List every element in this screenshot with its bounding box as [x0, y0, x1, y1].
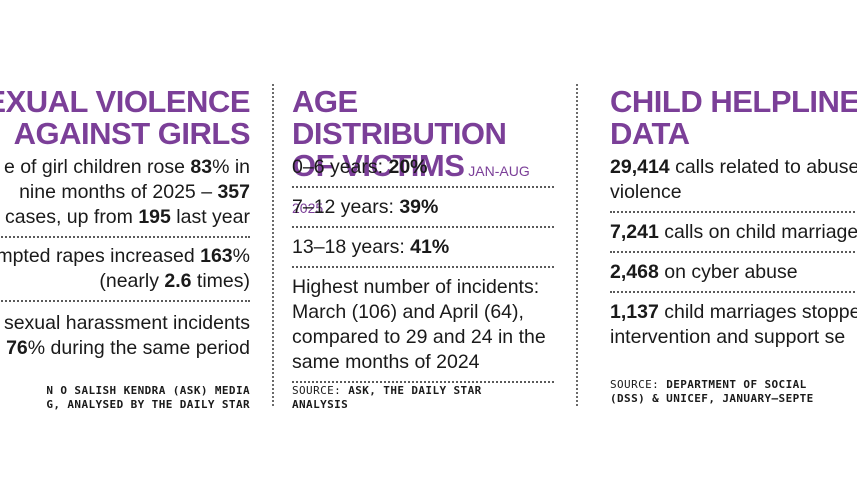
- col3-heading-line1: CHILD HELPLINE 109: [610, 86, 857, 118]
- column-sexual-violence: N SEXUAL VIOLENCE AGAINST GIRLS e of gir…: [0, 0, 250, 482]
- column-divider: [272, 84, 274, 406]
- col1-source: N O SALISH KENDRA (ASK) MEDIA G, ANALYSE…: [0, 384, 250, 412]
- col1-heading-line2: AGAINST GIRLS: [0, 118, 250, 150]
- helpline-row-child-marriage: 7,241 calls on child marriage: [610, 220, 857, 253]
- helpline-row-cyber-abuse: 2,468 on cyber abuse: [610, 260, 857, 293]
- col1-item-harassment: sexual harassment incidents 76% during t…: [0, 311, 250, 361]
- column-age-distribution: AGE DISTRIBUTION OF VICTIMS JAN-AUG 2025…: [292, 0, 554, 482]
- col1-heading-line1: N SEXUAL VIOLENCE: [0, 86, 250, 118]
- col3-heading-line2: DATA: [610, 118, 857, 150]
- helpline-row-abuse: 29,414 calls related to abuse violence: [610, 155, 857, 213]
- highest-incidents-note: Highest number of incidents: March (106)…: [292, 275, 554, 383]
- age-row-7-12: 7–12 years: 39%: [292, 195, 554, 228]
- col1-heading: N SEXUAL VIOLENCE AGAINST GIRLS: [0, 86, 250, 150]
- col3-source: SOURCE: DEPARTMENT OF SOCIAL (DSS) & UNI…: [610, 378, 857, 406]
- helpline-row-marriages-stopped: 1,137 child marriages stopped interventi…: [610, 300, 857, 350]
- age-row-13-18: 13–18 years: 41%: [292, 235, 554, 268]
- age-row-0-6: 0–6 years: 20%: [292, 155, 554, 188]
- col1-item-girl-children: e of girl children rose 83% in nine mont…: [0, 155, 250, 238]
- column-divider: [576, 84, 578, 406]
- col3-heading: CHILD HELPLINE 109 DATA: [610, 86, 857, 150]
- col2-heading-line1: AGE DISTRIBUTION: [292, 86, 554, 150]
- column-child-helpline: CHILD HELPLINE 109 DATA 29,414 calls rel…: [610, 0, 857, 482]
- col1-item-attempted-rapes: mpted rapes increased 163% (nearly 2.6 t…: [0, 244, 250, 302]
- col2-source: SOURCE: ASK, THE DAILY STAR ANALYSIS: [292, 384, 554, 412]
